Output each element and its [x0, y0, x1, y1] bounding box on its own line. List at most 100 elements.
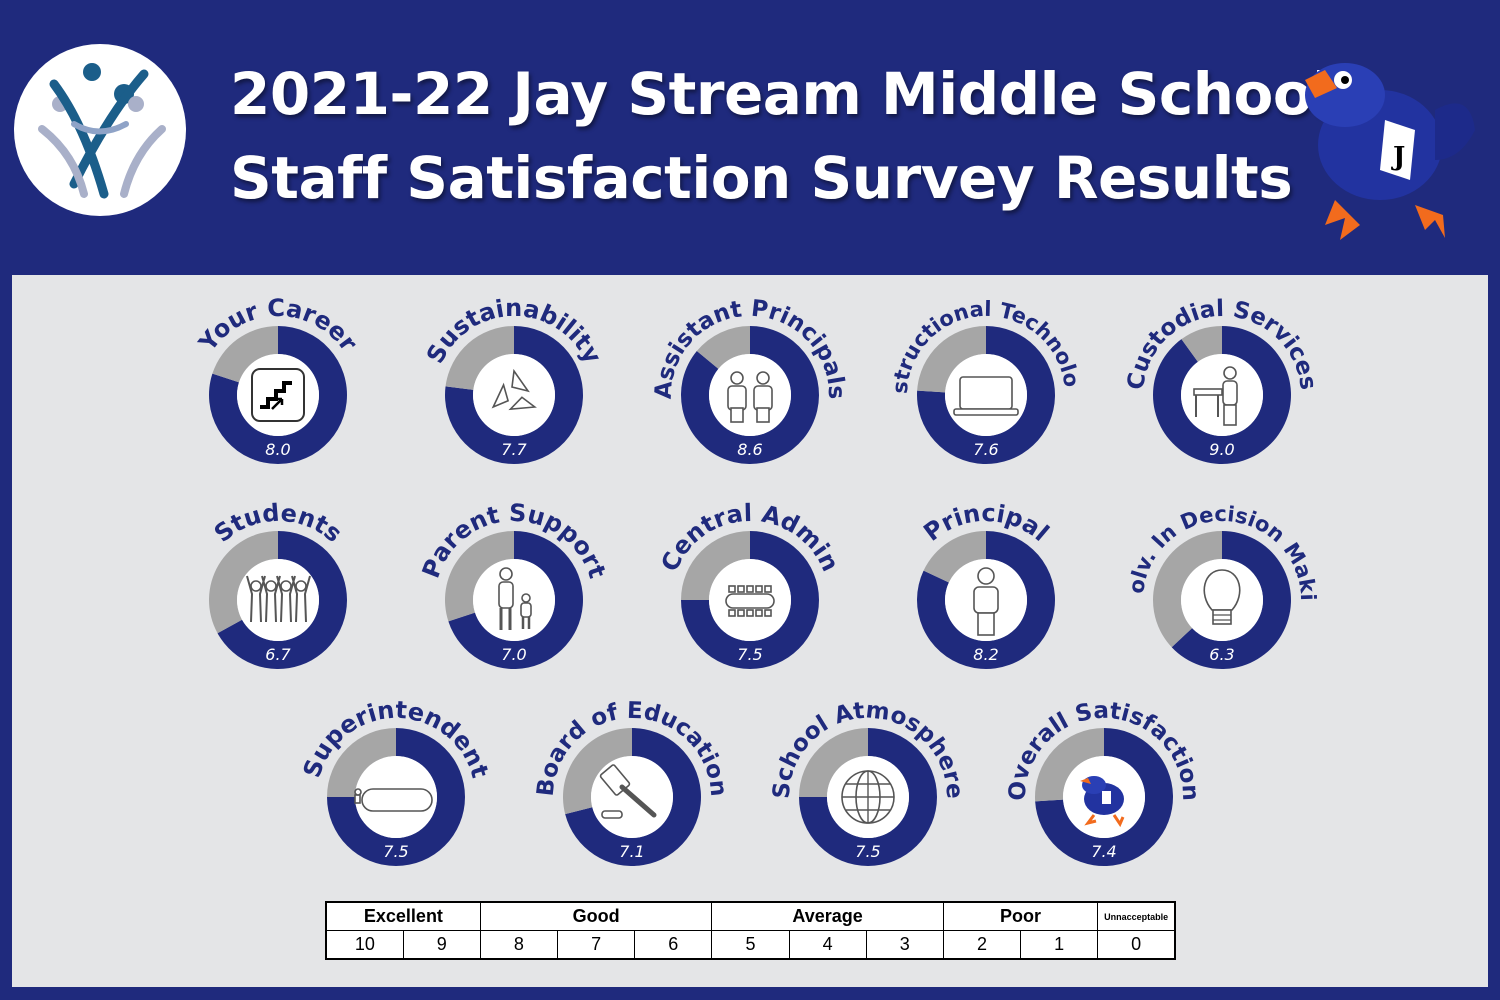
value-label: 7.7 — [501, 440, 527, 459]
page-title: 2021-22 Jay Stream Middle School Staff S… — [230, 52, 1332, 220]
score-cell: 10 — [325, 930, 404, 960]
remainder-arc-superintendent — [327, 728, 396, 797]
header: 2021-22 Jay Stream Middle School Staff S… — [0, 0, 1500, 265]
stairs-icon — [251, 368, 305, 422]
score-arc-your-career — [208, 326, 347, 465]
icon-disc — [709, 354, 791, 436]
grade-poor: Poor — [942, 901, 1099, 931]
rating-scale-table: Excellent Good Average Poor Unnacceptable 10… — [325, 901, 1176, 960]
parent-child-icon — [498, 567, 532, 630]
value-label: 7.5 — [383, 842, 408, 861]
chart-title: Involv. In Decision Making — [0, 0, 1320, 601]
value-label: 7.1 — [619, 842, 644, 861]
title-line-1: 2021-22 Jay Stream Middle School — [230, 60, 1332, 128]
remainder-arc-school-atmosphere — [799, 728, 868, 797]
score-arc-students — [217, 531, 347, 669]
remainder-arc-sustainability — [445, 326, 514, 390]
laptop-icon — [953, 376, 1019, 416]
chart-title-text: Involv. In Decision Making — [0, 0, 1320, 601]
score-arc-school-atmosphere — [799, 728, 937, 866]
score-cell: 1 — [1020, 930, 1099, 960]
svg-text:J: J — [1391, 142, 1405, 172]
custodian-icon — [1193, 366, 1238, 426]
score-arc-principal — [917, 531, 1055, 669]
score-arc-assistant-principals — [681, 326, 819, 465]
remainder-arc-your-career — [212, 326, 278, 383]
grade-unnacceptable: Unnacceptable — [1097, 901, 1176, 931]
value-label: 6.7 — [265, 645, 291, 664]
score-row: 10 9 8 7 6 5 4 3 2 1 0 — [325, 930, 1176, 960]
score-cell: 2 — [942, 930, 1022, 960]
conference-table-icon — [725, 585, 775, 617]
score-cell: 7 — [557, 930, 636, 960]
value-label: 8.2 — [973, 645, 998, 664]
icon-disc — [473, 559, 555, 641]
recycle-icon — [491, 368, 537, 411]
remainder-arc-overall-satisfaction — [1035, 728, 1104, 802]
title-line-2: Staff Satisfaction Survey Results — [230, 144, 1293, 212]
person-icon — [973, 567, 999, 636]
value-label: 7.6 — [973, 440, 998, 459]
score-cell: 4 — [788, 930, 867, 960]
blue-jay-mascot-icon — [1080, 776, 1125, 828]
score-cell: 3 — [865, 930, 944, 960]
grade-good: Good — [479, 901, 713, 931]
grade-row: Excellent Good Average Poor Unnacceptable — [325, 901, 1176, 931]
remainder-arc-central-admin — [681, 531, 750, 600]
value-label: 8.6 — [737, 440, 762, 459]
value-label: 7.5 — [737, 645, 762, 664]
gavel-icon — [599, 764, 657, 819]
remainder-arc-parent-support — [445, 531, 514, 622]
score-arc-superintendent — [327, 728, 465, 866]
value-label: 7.4 — [1091, 842, 1116, 861]
value-label: 6.3 — [1209, 645, 1234, 664]
figures-logo-icon — [14, 44, 186, 216]
score-arc-sustainability — [445, 326, 584, 464]
blue-jay-mascot-icon: J — [1285, 40, 1480, 245]
remainder-arc-involv-in-decision-making — [1153, 531, 1222, 648]
value-label: 7.0 — [501, 645, 526, 664]
value-label: 9.0 — [1209, 440, 1234, 459]
remainder-arc-board-of-education — [563, 728, 632, 815]
two-people-icon — [727, 371, 773, 423]
value-label: 8.0 — [265, 440, 290, 459]
remainder-arc-custodial-services — [1181, 326, 1222, 362]
score-cell: 8 — [479, 930, 559, 960]
students-cheering-icon — [246, 575, 311, 623]
grade-average: Average — [711, 901, 944, 931]
value-label: 7.5 — [855, 842, 880, 861]
remainder-arc-principal — [923, 531, 986, 583]
score-arc-board-of-education — [565, 728, 701, 866]
score-arc-overall-satisfaction — [1035, 728, 1174, 867]
score-arc-parent-support — [448, 531, 583, 669]
score-cell: 0 — [1097, 930, 1176, 960]
icon-disc — [473, 354, 555, 436]
lightbulb-icon — [1203, 569, 1241, 625]
remainder-arc-assistant-principals — [696, 326, 750, 369]
score-arc-custodial-services — [1153, 326, 1291, 465]
globe-icon — [841, 770, 895, 824]
score-cell: 6 — [634, 930, 713, 960]
score-cell: 5 — [711, 930, 790, 960]
grade-excellent: Excellent — [325, 901, 481, 931]
remainder-arc-students — [209, 531, 278, 634]
icon-disc — [237, 559, 319, 641]
score-arc-instructional-technology — [917, 326, 1055, 465]
remainder-arc-instructional-technology — [917, 326, 986, 393]
meeting-table-icon — [354, 788, 433, 812]
score-arc-involv-in-decision-making — [1171, 531, 1291, 669]
score-cell: 9 — [402, 930, 481, 960]
